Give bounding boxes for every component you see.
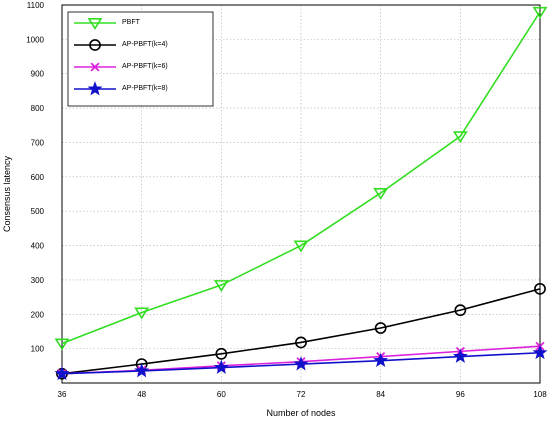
legend-item: AP-PBFT(k=8) <box>74 81 168 96</box>
x-tick-label: 72 <box>297 390 306 399</box>
x-tick-label: 84 <box>376 390 385 399</box>
data-point <box>373 352 389 368</box>
data-point <box>134 307 150 320</box>
data-point <box>213 280 229 292</box>
y-tick-label: 500 <box>31 207 45 216</box>
legend-label: AP-PBFT(k=4) <box>122 41 168 48</box>
data-point <box>452 131 468 144</box>
data-point <box>295 336 307 349</box>
data-point <box>293 240 309 253</box>
y-tick-label: 300 <box>31 276 45 285</box>
x-tick-label: 108 <box>533 390 547 399</box>
x-tick-label: 48 <box>137 390 146 399</box>
legend-item: PBFT <box>74 17 141 30</box>
y-tick-label: 600 <box>31 173 45 182</box>
y-tick-label: 200 <box>31 310 45 319</box>
grid-lines <box>61 4 541 383</box>
data-point <box>215 347 228 360</box>
data-point <box>293 356 309 371</box>
data-point <box>87 17 103 30</box>
data-point <box>89 39 101 51</box>
y-tick-label: 100 <box>31 345 45 354</box>
data-point <box>213 359 229 374</box>
series-group <box>54 6 548 381</box>
x-tick-label: 60 <box>217 390 226 399</box>
x-tick-label: 96 <box>456 390 465 399</box>
legend-item: AP-PBFT(k=4) <box>74 39 168 51</box>
data-point <box>454 304 467 317</box>
data-point <box>87 81 103 96</box>
legend: PBFT AP-PBFT(k=4) AP-PBFT(k=6) AP-PBFT(k=8) <box>67 11 214 107</box>
data-point <box>532 344 548 360</box>
x-tick-label: 36 <box>58 390 67 399</box>
y-tick-label: 700 <box>31 138 45 147</box>
series-pbft <box>54 6 548 351</box>
y-tick-label: 1100 <box>27 1 45 10</box>
data-point <box>374 322 387 334</box>
series-ap-pbft-k-8 <box>54 344 548 381</box>
y-tick-label: 400 <box>31 242 45 251</box>
y-axis-label: Consensus latency <box>2 155 12 232</box>
data-point <box>373 187 389 200</box>
data-point <box>90 62 100 72</box>
data-point <box>532 6 548 19</box>
legend-label: PBFT <box>122 19 141 26</box>
x-axis-label: Number of nodes <box>266 408 336 418</box>
data-point <box>54 338 70 351</box>
plot-area-frame <box>61 4 541 384</box>
y-tick-label: 1000 <box>26 35 44 44</box>
legend-label: AP-PBFT(k=8) <box>122 85 168 92</box>
legend-item: AP-PBFT(k=6) <box>74 62 168 72</box>
data-point <box>452 348 468 363</box>
y-tick-label: 800 <box>31 104 45 113</box>
series-line <box>61 11 541 345</box>
axis-ticks: 36 48 60 72 84 96 108 100 200 300 400 500 600 700 800 9… <box>26 1 547 399</box>
y-tick-label: 900 <box>31 70 45 79</box>
data-point <box>534 282 546 295</box>
data-point <box>54 365 70 381</box>
data-point <box>134 363 150 378</box>
legend-label: AP-PBFT(k=6) <box>122 63 168 70</box>
